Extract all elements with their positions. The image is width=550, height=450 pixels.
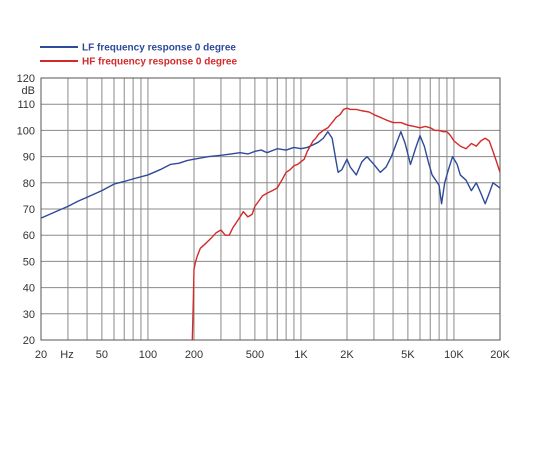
x-tick-label: 20K (490, 349, 510, 361)
x-tick-label: 2K (340, 349, 354, 361)
legend-label-lf: LF frequency response 0 degree (82, 43, 236, 54)
legend-label-hf: HF frequency response 0 degree (82, 57, 237, 68)
series-line-hf (191, 107, 501, 341)
y-axis-label: dB (22, 85, 35, 97)
x-tick-label: 10K (444, 349, 464, 361)
x-tick-label: 500 (246, 349, 264, 361)
y-tick-label: 120 (17, 73, 35, 85)
series-layer (40, 107, 501, 341)
x-tick-label: 200 (185, 349, 203, 361)
y-tick-label: 110 (17, 99, 35, 111)
x-tick-label: 20 (35, 349, 47, 361)
tick-labels: dB Hz 20 30 40 50 60 70 80 90 100 110 120 20 50 100 20… (17, 73, 511, 361)
plot-frame (40, 77, 501, 341)
y-tick-label: 100 (17, 125, 35, 137)
y-tick-label: 70 (23, 204, 35, 216)
y-tick-label: 20 (23, 335, 35, 347)
y-tick-label: 60 (23, 230, 35, 242)
x-axis-label: Hz (60, 349, 73, 361)
x-tick-label: 100 (139, 349, 157, 361)
chart-grid (40, 77, 501, 341)
x-tick-label: 1K (294, 349, 308, 361)
y-tick-label: 30 (23, 309, 35, 321)
y-tick-label: 50 (23, 256, 35, 268)
x-tick-label: 5K (401, 349, 415, 361)
x-tick-label: 50 (96, 349, 108, 361)
y-tick-label: 80 (23, 178, 35, 190)
y-tick-label: 90 (23, 152, 35, 164)
y-tick-label: 40 (23, 283, 35, 295)
series-line-lf (40, 131, 501, 219)
legend: LF frequency response 0 degree HF freque… (40, 43, 237, 68)
